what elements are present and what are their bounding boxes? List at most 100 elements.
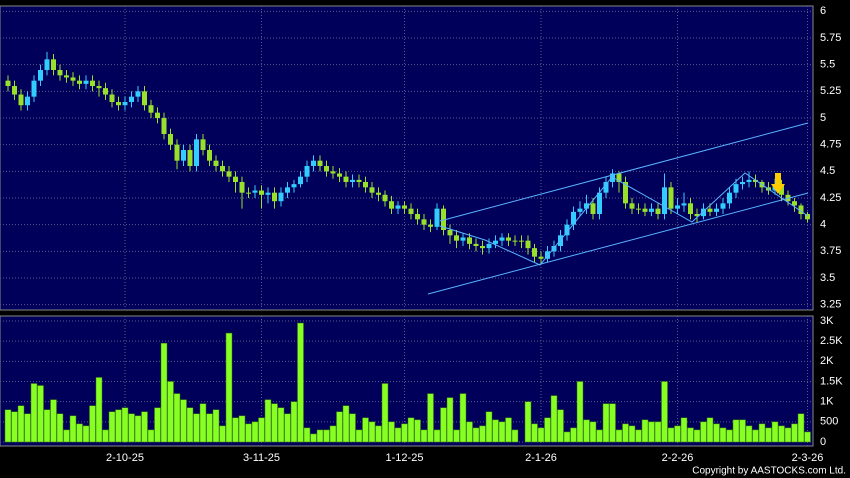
candle-body [655,208,661,214]
candle-body [116,102,121,106]
candle-body [688,203,693,214]
volume-bar [323,429,330,443]
y-tick-label: 0 [820,436,826,448]
candle-body [753,179,758,182]
y-tick-label: 5.75 [820,32,841,44]
volume-bar [427,393,434,443]
y-tick-label: 3.25 [820,299,841,311]
volume-bar [459,393,467,443]
candle-body [161,118,167,134]
volume-bar [745,425,753,443]
candle-body [142,91,147,106]
volume-bar [316,429,324,443]
candle-body [603,182,609,193]
y-tick-label: 1K [820,396,834,408]
volume-bar [589,421,597,443]
volume-bar [719,427,727,443]
candle-body [148,105,154,113]
candle-body [694,214,700,217]
volume-bar [167,381,174,443]
volume-bar [641,419,649,443]
candle-body [382,194,388,202]
volume-bar [628,425,636,443]
volume-bar [193,413,200,443]
volume-bar [674,425,681,443]
y-tick-label: 3.75 [820,245,841,257]
volume-bar [134,415,142,443]
candle-body [408,208,414,214]
volume-bar [557,409,564,443]
volume-bar [414,419,421,443]
candle-body [538,256,544,259]
volume-bar [329,425,337,443]
volume-bar [446,397,454,443]
candle-body [675,205,680,209]
volume-bar [706,417,714,443]
volume-bar [394,427,402,443]
candle-body [57,70,63,76]
candle-body [122,102,128,106]
candle-body [51,59,56,70]
candle-body [740,182,745,185]
candle-body [616,173,622,182]
candle-body [129,96,134,102]
y-tick-label: 2.5K [820,335,843,347]
y-tick-label: 3K [820,315,834,327]
candle-body [402,205,407,209]
volume-bar [121,407,129,443]
candle-body [623,182,628,204]
volume-bar [56,413,64,443]
volume-bar [232,417,239,443]
candle-body [83,80,89,84]
candle-body [649,208,654,212]
volume-bar [615,429,623,443]
volume-bar [24,413,31,443]
candle-body [220,166,225,172]
candle-body [311,160,316,166]
volume-bar [95,377,103,443]
volume-bar [420,429,428,443]
candle-body [135,91,141,97]
candle-body [272,192,277,202]
candle-body [155,112,160,118]
volume-bar [264,399,272,443]
volume-bar [570,427,577,443]
candle-body [454,235,459,241]
volume-bar [375,425,382,443]
y-tick-label: 4.75 [820,139,841,151]
candle-body [90,80,95,86]
volume-bar [303,427,311,443]
volume-bar [50,399,57,443]
volume-bar [726,429,733,443]
volume-bar [37,385,44,443]
candle-body [96,86,102,89]
candle-body [434,208,440,227]
candle-body [486,243,492,249]
candle-body [259,190,264,195]
candle-body [298,176,303,185]
candle-body [584,203,589,209]
candle-body [5,80,11,86]
volume-bar [368,421,376,443]
candle-body [629,203,635,209]
volume-bar [758,423,766,443]
candle-body [31,80,37,97]
candle-body [805,214,810,220]
volume-bar [310,433,317,443]
candle-body [681,203,687,206]
volume-bar [693,429,701,443]
volume-bar [206,413,213,443]
volume-bar [173,393,181,443]
volume-bar [199,403,207,443]
volume-bar [635,429,642,443]
candle-body [493,240,498,244]
candle-body [701,208,706,217]
candle-body [441,208,446,230]
volume-bar [76,423,83,443]
candle-body [421,219,427,225]
volume-bar [154,407,161,443]
volume-bar [687,427,694,443]
candle-body [252,190,258,193]
candle-body [662,187,667,214]
arrow-head [771,184,785,194]
